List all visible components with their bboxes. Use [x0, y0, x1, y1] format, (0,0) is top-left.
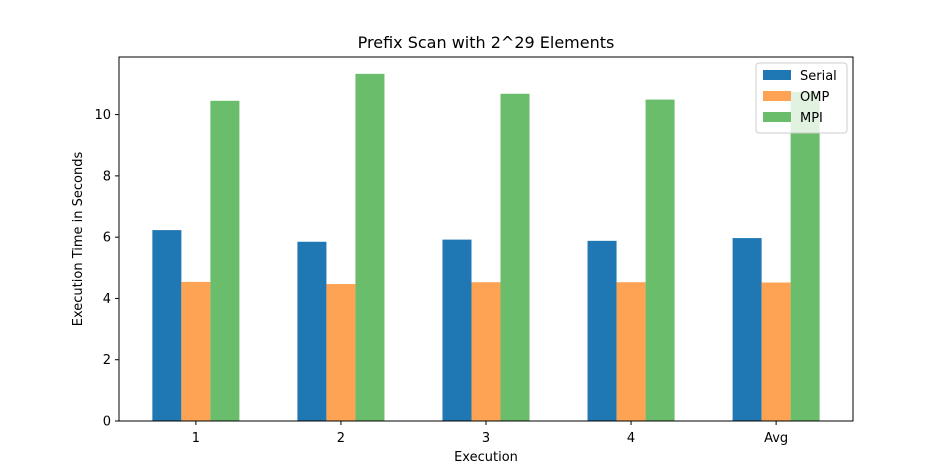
y-tick-label: 6	[103, 231, 111, 246]
y-tick-label: 8	[103, 169, 111, 184]
y-axis: 0 2 4 6 8 10	[94, 108, 119, 430]
chart-title: Prefix Scan with 2^29 Elements	[358, 33, 615, 52]
bar-omp-4	[616, 282, 646, 421]
legend-swatch-omp	[763, 91, 791, 101]
bar-serial-2	[297, 241, 327, 421]
x-axis-label: Execution	[454, 450, 518, 465]
bar-mpi-1	[210, 100, 240, 421]
bars-layer	[152, 73, 820, 422]
bar-mpi-4	[645, 99, 675, 421]
legend: Serial OMP MPI	[755, 62, 848, 134]
y-tick-label: 0	[103, 415, 111, 430]
legend-swatch-serial	[763, 70, 791, 80]
bar-omp-3	[471, 282, 501, 421]
y-axis-label: Execution Time in Seconds	[71, 152, 86, 327]
x-axis: 1 2 3 4 Avg	[192, 421, 788, 446]
legend-label-serial: Serial	[800, 69, 837, 84]
x-tick-label: Avg	[764, 431, 788, 446]
bar-omp-1	[181, 281, 211, 421]
x-tick-label: 4	[627, 431, 635, 446]
legend-label-mpi: MPI	[800, 111, 823, 126]
bar-serial-3	[442, 239, 472, 421]
bar-serial-4	[587, 240, 617, 421]
bar-serial-1	[152, 230, 182, 421]
bar-omp-avg	[761, 282, 791, 421]
y-tick-label: 10	[94, 108, 111, 123]
bar-mpi-2	[355, 73, 385, 421]
plot-frame	[118, 56, 854, 422]
y-tick-label: 4	[103, 292, 111, 307]
legend-swatch-mpi	[763, 112, 791, 122]
bar-mpi-avg	[790, 91, 820, 422]
y-tick-label: 2	[103, 353, 111, 368]
bar-mpi-3	[500, 93, 530, 422]
bar-omp-2	[326, 284, 356, 421]
x-tick-label: 3	[482, 431, 490, 446]
legend-label-omp: OMP	[800, 90, 829, 105]
bar-serial-avg	[732, 238, 762, 421]
x-tick-label: 1	[192, 431, 200, 446]
x-tick-label: 2	[337, 431, 345, 446]
